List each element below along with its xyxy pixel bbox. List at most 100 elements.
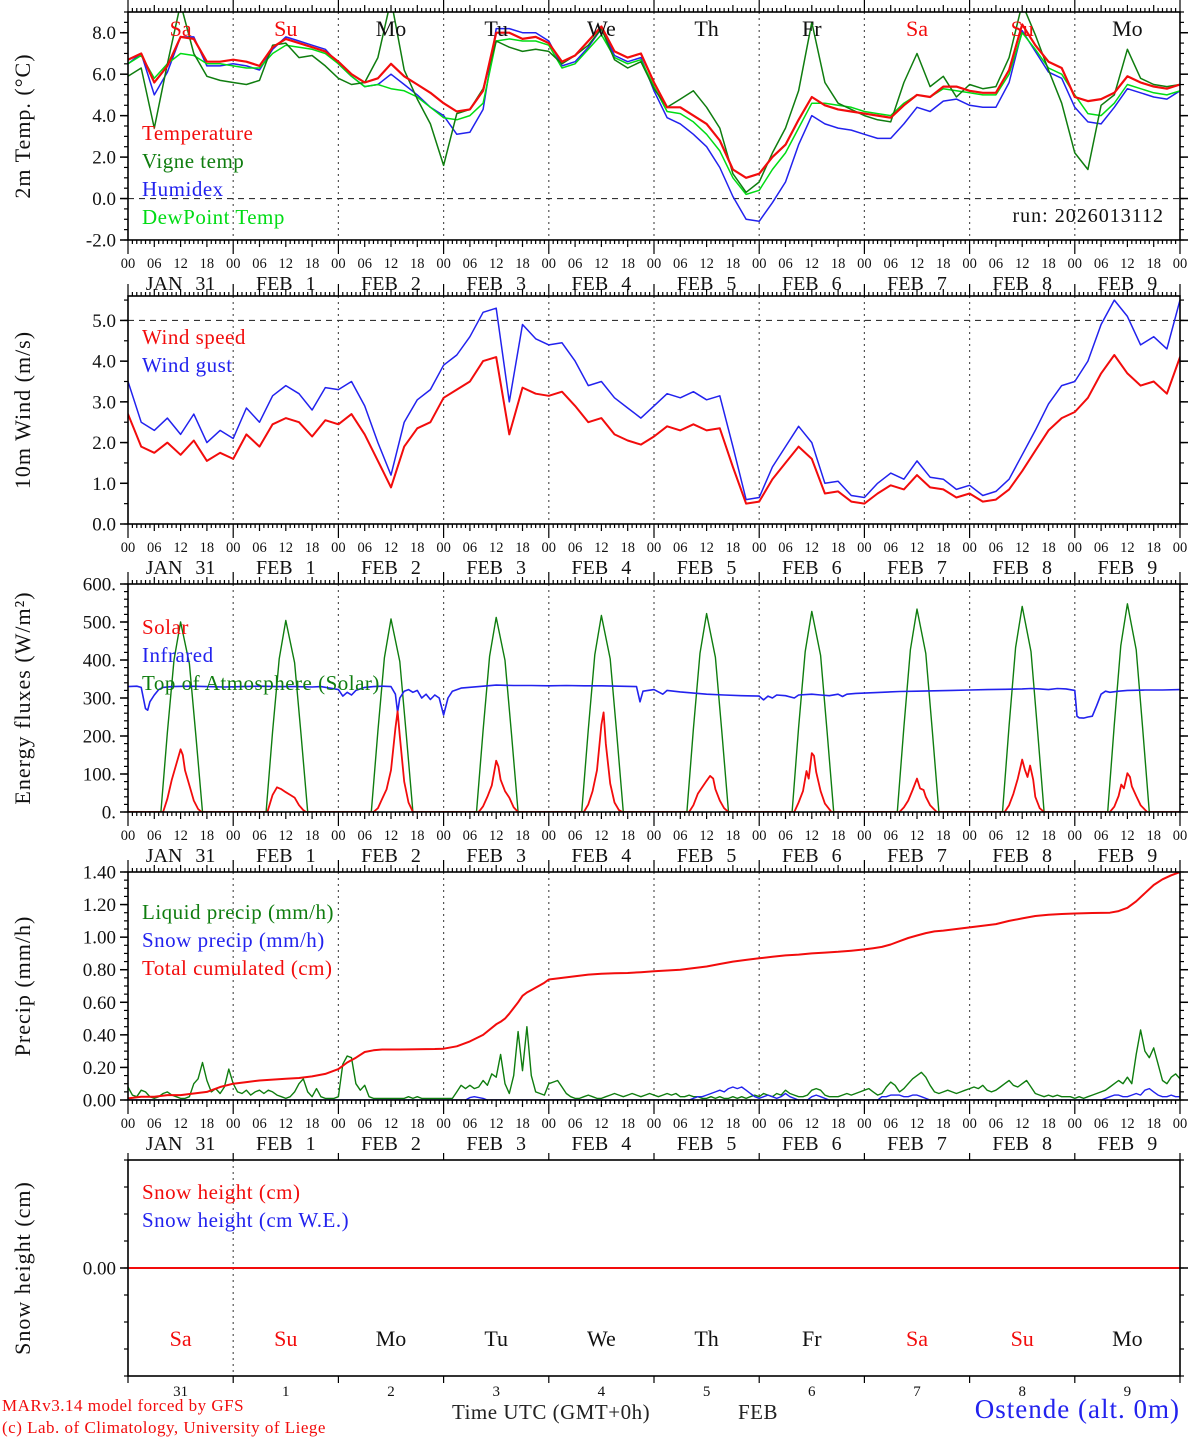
- hour-label: 06: [252, 540, 267, 556]
- hour-label: 18: [831, 540, 846, 556]
- hour-label: 12: [173, 256, 188, 272]
- time-axis-label: Time UTC (GMT+0h): [452, 1400, 651, 1424]
- legend-snow-height: Snow height (cm): [142, 1180, 301, 1204]
- hour-label: 12: [279, 540, 294, 556]
- hour-label: 00: [1068, 540, 1083, 556]
- day-number-label: 5: [703, 1384, 711, 1400]
- date-label: FEB 5: [677, 557, 737, 579]
- ytick-label: 1.20: [83, 895, 116, 916]
- legend-infrared: Infrared: [142, 643, 214, 667]
- hour-label: 18: [726, 540, 741, 556]
- hour-label: 00: [1173, 828, 1188, 844]
- hour-label: 18: [1041, 540, 1056, 556]
- hour-label: 00: [331, 540, 346, 556]
- hour-label: 00: [121, 256, 136, 272]
- hour-label: 06: [883, 1116, 898, 1132]
- ytick-label: 1.00: [83, 928, 116, 949]
- hour-label: 06: [673, 1116, 688, 1132]
- date-label: FEB 6: [782, 845, 842, 867]
- hour-label: 06: [883, 540, 898, 556]
- ytick-label: 400.: [83, 651, 116, 672]
- hour-label: 00: [1173, 1116, 1188, 1132]
- ytick-label: 0.0: [92, 515, 116, 536]
- hour-label: 06: [778, 828, 793, 844]
- dow-label: We: [587, 1326, 616, 1351]
- hour-label: 06: [147, 540, 162, 556]
- hour-label: 18: [831, 1116, 846, 1132]
- day-number-label: 8: [1018, 1384, 1026, 1400]
- hour-label: 12: [805, 828, 820, 844]
- hour-label: 18: [200, 828, 215, 844]
- date-label: FEB 4: [572, 273, 632, 295]
- hour-label: 18: [936, 828, 951, 844]
- station-label: Ostende (alt. 0m): [974, 1394, 1180, 1424]
- series-total-cumulated: [128, 872, 1180, 1100]
- hour-label: 12: [910, 828, 925, 844]
- hour-label: 00: [436, 1116, 451, 1132]
- hour-label: 00: [436, 256, 451, 272]
- date-label: FEB 6: [782, 273, 842, 295]
- ytick-label: -2.0: [86, 231, 116, 252]
- hour-label: 18: [515, 256, 530, 272]
- day-number-label: 7: [913, 1384, 921, 1400]
- date-label: FEB 6: [782, 1133, 842, 1155]
- hour-label: 12: [699, 540, 714, 556]
- hour-label: 00: [1173, 540, 1188, 556]
- hour-label: 12: [699, 256, 714, 272]
- legend-snow-precip: Snow precip (mm/h): [142, 928, 325, 952]
- hour-label: 12: [1120, 540, 1135, 556]
- series-infrared: [128, 684, 1180, 719]
- hour-label: 00: [647, 540, 662, 556]
- hour-label: 12: [594, 540, 609, 556]
- ytick-label: 4.0: [92, 106, 116, 127]
- date-label: FEB 9: [1098, 1133, 1158, 1155]
- dow-label: Fr: [802, 1326, 822, 1351]
- hour-label: 00: [752, 1116, 767, 1132]
- hour-label: 18: [936, 256, 951, 272]
- hour-label: 12: [384, 540, 399, 556]
- ytick-label: 2.0: [92, 148, 116, 169]
- hour-label: 06: [463, 1116, 478, 1132]
- legend-vigne-temp: Vigne temp: [142, 149, 245, 173]
- hour-label: 00: [752, 828, 767, 844]
- series-solar: [128, 710, 1180, 812]
- date-label: FEB 5: [677, 1133, 737, 1155]
- ytick-label: 6.0: [92, 65, 116, 86]
- series-liquid-precip: [128, 1025, 1180, 1100]
- dow-label: Mo: [1112, 1326, 1143, 1351]
- dow-label: Fr: [802, 16, 822, 41]
- hour-label: 18: [410, 256, 425, 272]
- ytick-label: 1.40: [83, 863, 116, 884]
- hour-label: 00: [647, 256, 662, 272]
- hour-label: 00: [226, 540, 241, 556]
- hour-label: 00: [121, 828, 136, 844]
- day-number-label: 6: [808, 1384, 816, 1400]
- date-label: FEB 2: [361, 1133, 421, 1155]
- hour-label: 06: [357, 256, 372, 272]
- ytick-label: 0.40: [83, 1025, 116, 1046]
- hour-label: 18: [1146, 1116, 1161, 1132]
- hour-label: 18: [410, 828, 425, 844]
- hour-label: 12: [1120, 1116, 1135, 1132]
- hour-label: 12: [489, 828, 504, 844]
- dow-label: Mo: [376, 16, 407, 41]
- date-label: FEB 4: [572, 1133, 632, 1155]
- hour-label: 00: [857, 828, 872, 844]
- series-wind-gust: [128, 299, 1180, 501]
- dow-label: We: [587, 16, 616, 41]
- ytick-label: 2.0: [92, 433, 116, 454]
- hour-label: 06: [989, 256, 1004, 272]
- hour-label: 00: [857, 256, 872, 272]
- hour-label: 18: [305, 1116, 320, 1132]
- date-label: FEB 5: [677, 845, 737, 867]
- hour-label: 06: [357, 540, 372, 556]
- hour-label: 00: [962, 1116, 977, 1132]
- hour-label: 12: [489, 540, 504, 556]
- hour-label: 18: [1041, 256, 1056, 272]
- date-label: FEB 9: [1098, 845, 1158, 867]
- hour-label: 00: [542, 540, 557, 556]
- hour-label: 06: [568, 828, 583, 844]
- hour-label: 06: [1094, 828, 1109, 844]
- hour-label: 06: [252, 1116, 267, 1132]
